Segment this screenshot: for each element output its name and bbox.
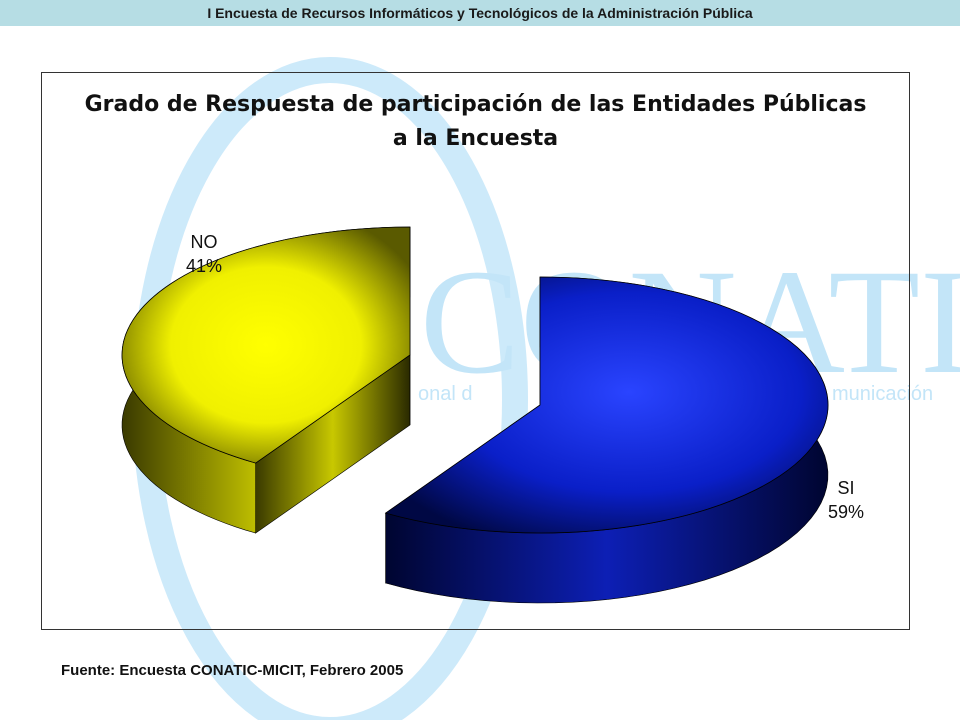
pie-slice-no <box>121 226 411 534</box>
chart-title-line-1: Grado de Respuesta de participación de l… <box>84 92 867 117</box>
slice-label-si-name: SI <box>837 478 855 498</box>
chart-frame <box>41 72 910 630</box>
pie-slice-no-top <box>121 226 411 464</box>
header-bar: I Encuesta de Recursos Informáticos y Te… <box>0 0 960 26</box>
slice-label-no: NO 41% <box>174 230 234 278</box>
pie-slice-si-top <box>384 276 829 534</box>
slice-label-si-value: 59% <box>827 502 865 522</box>
slice-label-no-value: 41% <box>185 256 223 276</box>
watermark-subtitle-right: municación <box>832 383 933 405</box>
slice-label-si: SI 59% <box>816 476 876 524</box>
chart-title: Grado de Respuesta de participación de l… <box>41 88 910 156</box>
source-note: Fuente: Encuesta CONATIC-MICIT, Febrero … <box>61 662 404 679</box>
slice-label-no-name: NO <box>190 232 218 252</box>
chart-title-line-2: a la Encuesta <box>392 126 559 151</box>
watermark-subtitle-left: onal d <box>418 383 473 405</box>
pie-slice-si <box>384 276 829 604</box>
header-title: I Encuesta de Recursos Informáticos y Te… <box>207 5 753 21</box>
